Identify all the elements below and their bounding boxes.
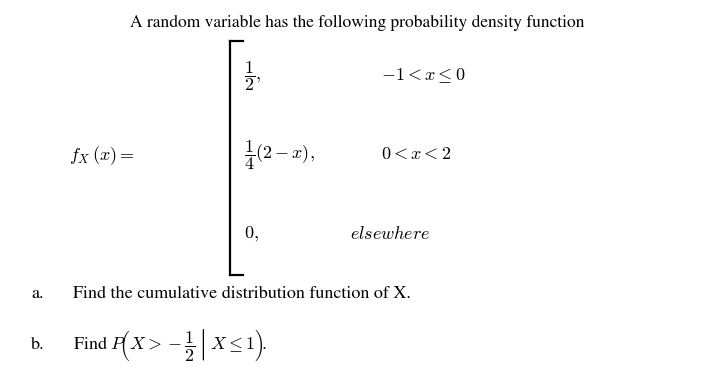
Text: Find the cumulative distribution function of X.: Find the cumulative distribution functio…	[73, 286, 411, 302]
Text: $f_X\,(x)=$: $f_X\,(x)=$	[69, 144, 134, 167]
Text: A random variable has the following probability density function: A random variable has the following prob…	[130, 15, 584, 31]
Text: $0,$: $0,$	[244, 225, 258, 245]
Text: $\dfrac{1}{2},$: $\dfrac{1}{2},$	[244, 59, 261, 92]
Text: b.: b.	[31, 337, 45, 353]
Text: $0<x<2$: $0<x<2$	[381, 147, 451, 164]
Text: Find $P\!\left(X>-\dfrac{1}{2}\,\middle|\,X\leq 1\right)\!.$: Find $P\!\left(X>-\dfrac{1}{2}\,\middle|…	[73, 327, 267, 363]
Text: $-1<x\leq 0$: $-1<x\leq 0$	[381, 67, 466, 85]
Text: a.: a.	[31, 286, 44, 302]
Text: $\mathit{elsewhere}$: $\mathit{elsewhere}$	[350, 226, 431, 243]
Text: $\dfrac{1}{4}(2-x),$: $\dfrac{1}{4}(2-x),$	[244, 138, 315, 172]
